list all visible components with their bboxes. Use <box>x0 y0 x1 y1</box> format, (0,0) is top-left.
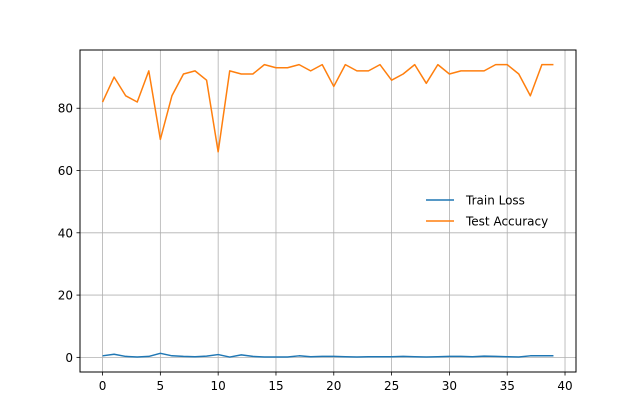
series-line-train-loss <box>102 352 554 358</box>
x-tick-label: 10 <box>211 379 226 393</box>
x-tick-label: 0 <box>99 379 107 393</box>
series-line-test-accuracy <box>101 63 554 153</box>
y-tick-label: 40 <box>58 226 73 240</box>
x-tick-label: 40 <box>557 379 572 393</box>
grid <box>80 50 576 372</box>
x-tick-label: 15 <box>268 379 283 393</box>
y-tick-label: 60 <box>58 164 73 178</box>
legend: Train Loss Test Accuracy <box>426 194 548 229</box>
x-tick-label: 25 <box>384 379 399 393</box>
y-tick-label: 0 <box>65 351 73 365</box>
legend-label: Test Accuracy <box>465 215 548 229</box>
plot-frame <box>79 49 577 373</box>
y-tick-label: 80 <box>58 102 73 116</box>
x-tick-label: 5 <box>157 379 165 393</box>
axis-ticks: 0 5 10 15 20 25 30 35 40 0 20 40 60 80 <box>58 102 573 393</box>
x-tick-label: 20 <box>326 379 341 393</box>
x-tick-label: 30 <box>442 379 457 393</box>
x-tick-label: 35 <box>500 379 515 393</box>
series-lines <box>101 63 554 358</box>
y-tick-label: 20 <box>58 289 73 303</box>
legend-label: Train Loss <box>465 194 525 208</box>
